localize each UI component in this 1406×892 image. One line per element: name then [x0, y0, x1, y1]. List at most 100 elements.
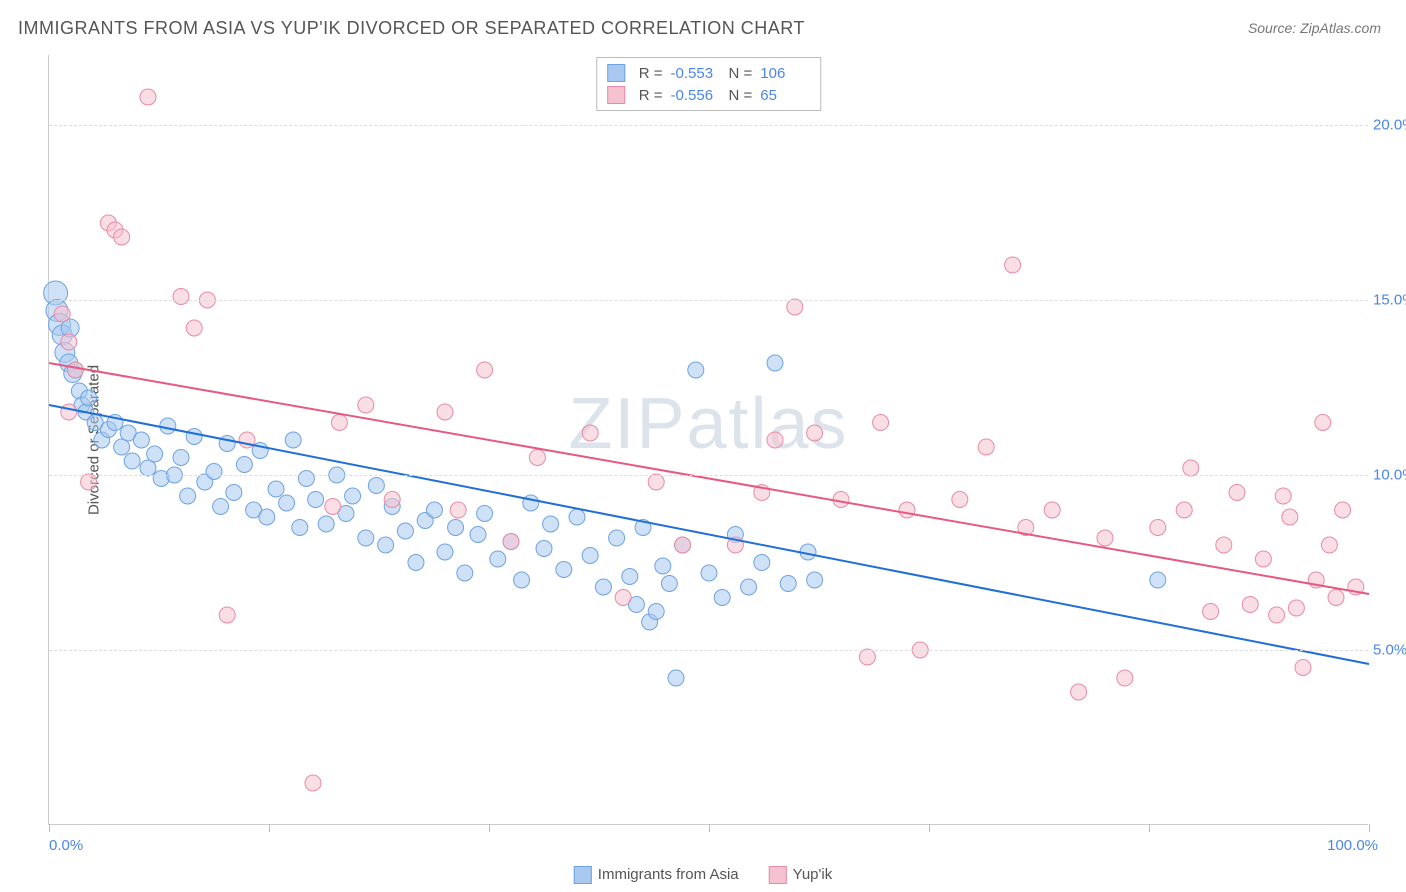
stat-n-label: N =: [729, 65, 753, 82]
data-point: [754, 555, 770, 571]
stat-n-value: 106: [760, 65, 810, 82]
data-point: [648, 474, 664, 490]
data-point: [523, 495, 539, 511]
x-min-label: 0.0%: [49, 837, 83, 854]
data-point: [426, 502, 442, 518]
data-point: [569, 509, 585, 525]
data-point: [448, 520, 464, 536]
trend-line: [49, 405, 1369, 664]
data-point: [133, 432, 149, 448]
stat-r-label: R =: [639, 65, 663, 82]
y-tick-label: 15.0%: [1373, 292, 1406, 309]
data-point: [536, 541, 552, 557]
data-point: [767, 432, 783, 448]
data-point: [668, 670, 684, 686]
data-point: [859, 649, 875, 665]
data-point: [298, 471, 314, 487]
data-point: [514, 572, 530, 588]
data-point: [1150, 520, 1166, 536]
data-point: [437, 404, 453, 420]
data-point: [206, 464, 222, 480]
data-point: [279, 495, 295, 511]
data-point: [661, 576, 677, 592]
data-point: [787, 299, 803, 315]
data-point: [408, 555, 424, 571]
data-point: [160, 418, 176, 434]
data-point: [978, 439, 994, 455]
data-point: [457, 565, 473, 581]
chart-title: IMMIGRANTS FROM ASIA VS YUP'IK DIVORCED …: [18, 18, 805, 39]
x-tick: [49, 824, 50, 832]
data-point: [615, 590, 631, 606]
data-point: [503, 534, 519, 550]
data-point: [1242, 597, 1258, 613]
data-point: [437, 544, 453, 560]
data-point: [1315, 415, 1331, 431]
data-point: [61, 334, 77, 350]
data-point: [622, 569, 638, 585]
stat-n-label: N =: [729, 87, 753, 104]
data-point: [582, 425, 598, 441]
data-point: [1282, 509, 1298, 525]
data-point: [226, 485, 242, 501]
data-point: [477, 362, 493, 378]
data-point: [358, 397, 374, 413]
legend-item: Yup'ik: [769, 866, 833, 884]
legend-label: Immigrants from Asia: [598, 866, 739, 883]
data-point: [186, 320, 202, 336]
data-point: [186, 429, 202, 445]
data-point: [259, 509, 275, 525]
bottom-legend: Immigrants from Asia Yup'ik: [574, 866, 832, 884]
y-tick-label: 5.0%: [1373, 642, 1406, 659]
data-point: [648, 604, 664, 620]
data-point: [609, 530, 625, 546]
data-point: [219, 607, 235, 623]
data-point: [529, 450, 545, 466]
data-point: [1183, 460, 1199, 476]
series-swatch: [607, 64, 625, 82]
x-tick: [489, 824, 490, 832]
data-point: [147, 446, 163, 462]
data-point: [899, 502, 915, 518]
stat-r-value: -0.556: [671, 87, 721, 104]
x-tick: [709, 824, 710, 832]
data-point: [1295, 660, 1311, 676]
data-point: [807, 425, 823, 441]
series-swatch: [769, 866, 787, 884]
data-point: [701, 565, 717, 581]
series-swatch: [607, 86, 625, 104]
data-point: [236, 457, 252, 473]
grid-line-h: [49, 650, 1368, 651]
data-point: [308, 492, 324, 508]
stats-legend: R =-0.553N =106R =-0.556N =65: [596, 57, 822, 111]
data-point: [318, 516, 334, 532]
x-max-label: 100.0%: [1327, 837, 1378, 854]
data-point: [305, 775, 321, 791]
data-point: [1044, 502, 1060, 518]
data-point: [81, 390, 97, 406]
grid-line-h: [49, 300, 1368, 301]
data-point: [292, 520, 308, 536]
data-point: [1117, 670, 1133, 686]
data-point: [1071, 684, 1087, 700]
x-tick: [1149, 824, 1150, 832]
data-point: [477, 506, 493, 522]
data-point: [61, 404, 77, 420]
data-point: [124, 453, 140, 469]
data-point: [714, 590, 730, 606]
data-point: [1176, 502, 1192, 518]
data-point: [67, 362, 83, 378]
data-point: [378, 537, 394, 553]
stats-row: R =-0.556N =65: [607, 84, 811, 106]
grid-line-h: [49, 125, 1368, 126]
trend-line: [49, 363, 1369, 594]
data-point: [688, 362, 704, 378]
data-point: [655, 558, 671, 574]
data-point: [741, 579, 757, 595]
data-point: [173, 450, 189, 466]
y-tick-label: 20.0%: [1373, 117, 1406, 134]
data-point: [952, 492, 968, 508]
data-point: [368, 478, 384, 494]
data-point: [1150, 572, 1166, 588]
data-point: [213, 499, 229, 515]
